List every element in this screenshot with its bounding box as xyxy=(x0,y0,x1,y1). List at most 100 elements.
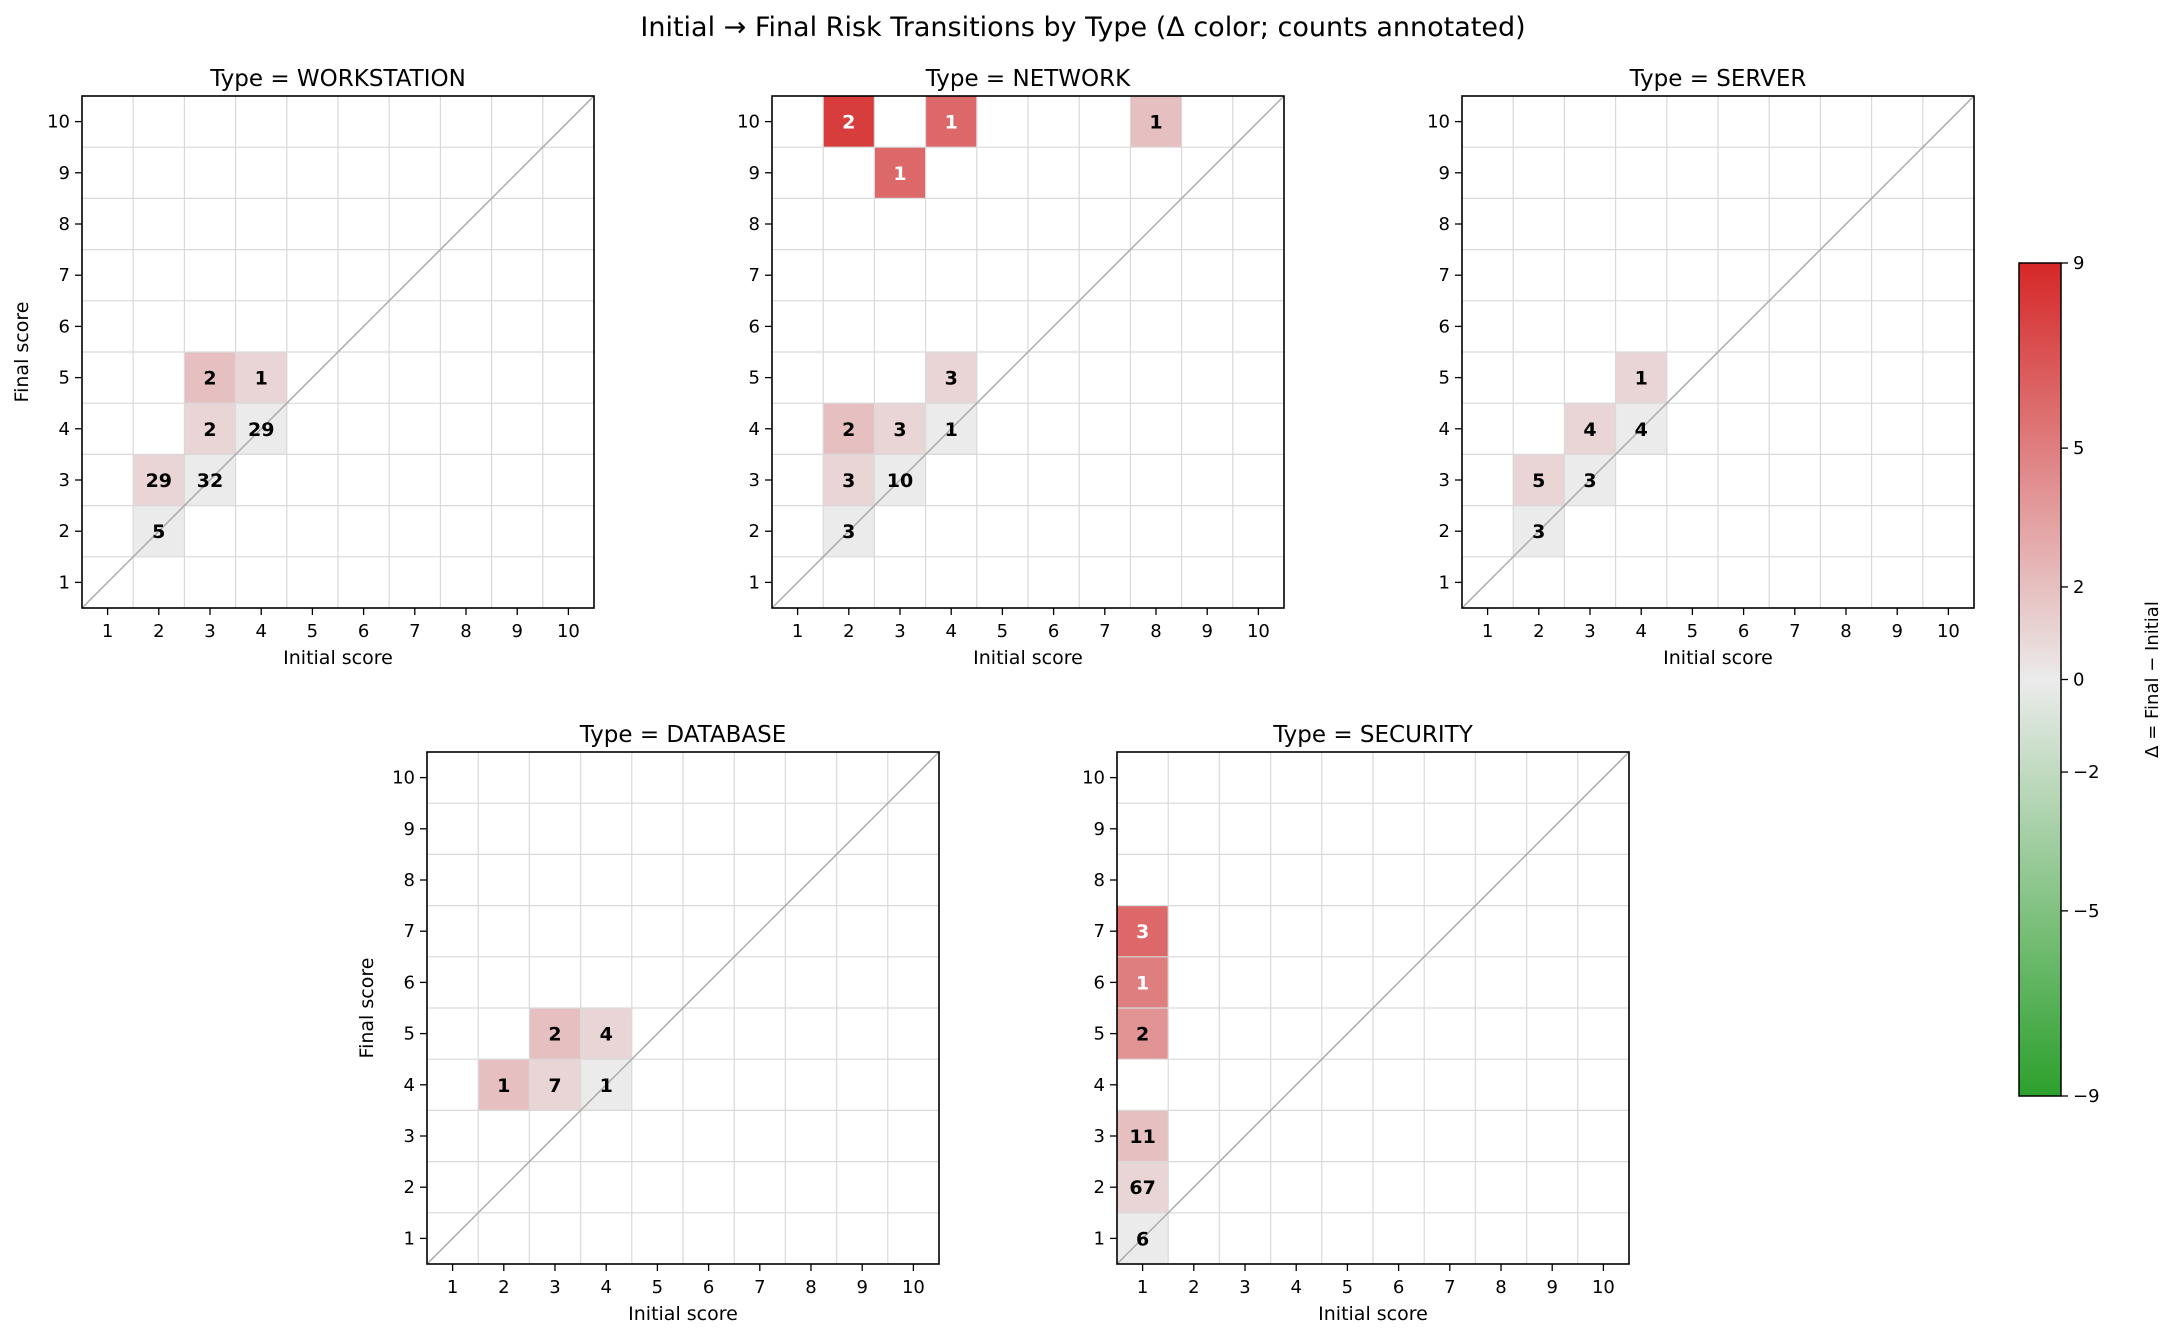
x-tick-label: 8 xyxy=(1150,621,1161,642)
heatmap-cell xyxy=(184,352,236,404)
diagonal-line xyxy=(1461,95,1975,609)
cell-count-label: 1 xyxy=(1149,112,1162,134)
heatmap-cell xyxy=(1117,905,1169,957)
panel-title: Type = WORKSTATION xyxy=(209,66,466,92)
y-tick-label: 4 xyxy=(1094,1075,1105,1096)
x-tick-label: 7 xyxy=(1444,1277,1455,1298)
plot-frame xyxy=(426,751,940,1265)
cell-count-label: 3 xyxy=(1532,521,1545,543)
x-tick-label: 6 xyxy=(358,621,369,642)
heatmap-cell xyxy=(823,403,875,455)
diagonal-line xyxy=(771,95,1285,609)
cell-count-label: 1 xyxy=(497,1075,510,1097)
cell-count-label: 1 xyxy=(255,368,268,390)
plot-frame xyxy=(771,95,1285,609)
y-tick-label: 9 xyxy=(1094,819,1105,840)
y-tick-label: 1 xyxy=(1094,1228,1105,1249)
cell-count-label: 29 xyxy=(248,419,274,441)
x-tick-label: 7 xyxy=(1099,621,1110,642)
diagonal-line xyxy=(81,95,595,609)
x-tick-label: 4 xyxy=(1290,1277,1301,1298)
y-tick-label: 3 xyxy=(749,470,760,491)
y-tick-label: 2 xyxy=(1094,1177,1105,1198)
y-tick-label: 3 xyxy=(1439,470,1450,491)
y-tick-label: 9 xyxy=(59,163,70,184)
y-tick-label: 8 xyxy=(59,214,70,235)
y-tick-label: 4 xyxy=(1439,419,1450,440)
heatmap-cell xyxy=(1130,96,1182,148)
heatmap-cell xyxy=(1117,1008,1169,1060)
cell-count-label: 2 xyxy=(1136,1024,1149,1046)
x-tick-label: 10 xyxy=(1937,621,1960,642)
x-tick-label: 4 xyxy=(1635,621,1646,642)
y-tick-label: 5 xyxy=(404,1024,415,1045)
cell-count-label: 10 xyxy=(887,470,913,492)
colorbar-label: Δ = Final − Initial xyxy=(2142,601,2163,758)
panel-title: Type = SECURITY xyxy=(1272,722,1474,748)
cell-count-label: 3 xyxy=(1583,470,1596,492)
panel-workstation: 5 29 32 2 29 2 1 1 2 3 4 5 6 7 8 9 10 1 2 3 4 5 6 7 8 9 10 Initial … xyxy=(11,66,595,669)
heatmap-cell xyxy=(478,1059,530,1111)
y-tick-label: 6 xyxy=(749,316,760,337)
y-tick-label: 5 xyxy=(1094,1024,1105,1045)
x-tick-label: 5 xyxy=(1687,621,1698,642)
panel-database: 1 7 1 2 4 1 2 3 4 5 6 7 8 9 10 1 2 3 4 5 6 7 8 9 10 Initial score… xyxy=(356,722,940,1325)
y-tick-label: 10 xyxy=(392,768,415,789)
heatmap-cell xyxy=(1117,1110,1169,1162)
x-tick-label: 3 xyxy=(1239,1277,1250,1298)
y-tick-label: 1 xyxy=(59,572,70,593)
y-tick-label: 10 xyxy=(1082,768,1105,789)
colorbar-tick-label: 5 xyxy=(2073,438,2084,459)
cell-count-label: 3 xyxy=(893,419,906,441)
plot-frame xyxy=(1461,95,1975,609)
y-tick-label: 4 xyxy=(59,419,70,440)
cell-count-label: 1 xyxy=(945,112,958,134)
plot-frame xyxy=(81,95,595,609)
x-tick-label: 6 xyxy=(703,1277,714,1298)
x-tick-label: 9 xyxy=(511,621,522,642)
heatmap-cell xyxy=(925,352,977,404)
y-tick-label: 8 xyxy=(1094,870,1105,891)
y-tick-label: 2 xyxy=(59,521,70,542)
x-tick-label: 4 xyxy=(600,1277,611,1298)
x-tick-label: 4 xyxy=(255,621,266,642)
heatmap-cell xyxy=(1564,403,1616,455)
y-tick-label: 5 xyxy=(59,368,70,389)
colorbar-tick-label: 9 xyxy=(2073,253,2084,274)
y-tick-label: 4 xyxy=(404,1075,415,1096)
cell-count-label: 6 xyxy=(1136,1228,1149,1250)
x-tick-label: 5 xyxy=(652,1277,663,1298)
x-axis-label: Initial score xyxy=(628,1303,738,1325)
x-tick-label: 10 xyxy=(557,621,580,642)
y-tick-label: 7 xyxy=(59,265,70,286)
x-tick-label: 9 xyxy=(1201,621,1212,642)
y-tick-label: 9 xyxy=(749,163,760,184)
cell-count-label: 1 xyxy=(1136,972,1149,994)
x-tick-label: 8 xyxy=(1840,621,1851,642)
heatmap-cell xyxy=(874,147,926,199)
colorbar-tick-label: 2 xyxy=(2073,577,2084,598)
y-tick-label: 8 xyxy=(404,870,415,891)
cell-count-label: 2 xyxy=(203,419,216,441)
panel-title: Type = SERVER xyxy=(1629,66,1807,92)
cell-count-label: 7 xyxy=(548,1075,561,1097)
x-tick-label: 7 xyxy=(1789,621,1800,642)
diagonal-line xyxy=(1116,751,1630,1265)
x-tick-label: 1 xyxy=(792,621,803,642)
x-tick-label: 1 xyxy=(1482,621,1493,642)
x-axis-label: Initial score xyxy=(1318,1303,1428,1325)
colorbar-fill xyxy=(2019,263,2061,1096)
figure-title: Initial → Final Risk Transitions by Type… xyxy=(640,12,1525,43)
y-tick-label: 2 xyxy=(1439,521,1450,542)
x-tick-label: 1 xyxy=(447,1277,458,1298)
cell-count-label: 11 xyxy=(1129,1126,1155,1148)
y-axis-label: Final score xyxy=(356,958,378,1059)
colorbar-tick-label: −9 xyxy=(2073,1086,2100,1107)
y-tick-label: 1 xyxy=(1439,572,1450,593)
x-tick-label: 5 xyxy=(997,621,1008,642)
y-tick-label: 1 xyxy=(404,1228,415,1249)
heatmap-cell xyxy=(1513,454,1565,506)
y-tick-label: 6 xyxy=(59,316,70,337)
